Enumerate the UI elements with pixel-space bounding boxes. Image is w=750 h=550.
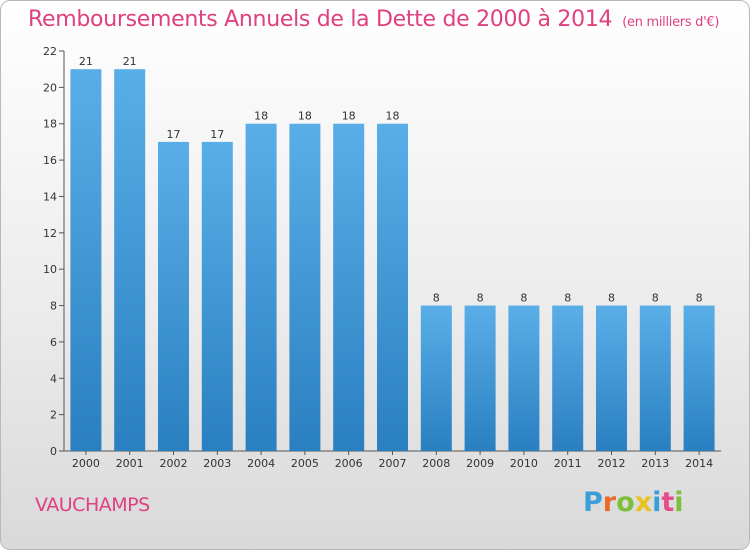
bar-2010 [508,305,540,451]
bar-2001 [114,69,146,451]
commune-name: VAUCHAMPS [35,494,150,516]
y-tick-label: 20 [43,81,57,94]
x-tick-label-2004: 2004 [247,457,275,470]
bar-2013 [639,305,671,451]
logo-letter: i [652,487,662,518]
y-tick-label: 2 [50,409,57,422]
value-label-2014: 8 [696,292,703,305]
x-tick-label-2010: 2010 [510,457,538,470]
y-tick-label: 16 [43,154,57,167]
x-tick-label-2006: 2006 [335,457,363,470]
y-tick-label: 10 [43,263,57,276]
value-label-2006: 18 [342,110,356,123]
y-tick-label: 22 [43,45,57,58]
value-label-2005: 18 [298,110,312,123]
bar-2014 [683,305,715,451]
chart-title-text: Remboursements Annuels de la Dette de 20… [28,7,613,32]
bar-2011 [552,305,584,451]
bar-2008 [420,305,452,451]
x-tick-label-2007: 2007 [379,457,407,470]
y-tick-label: 6 [50,336,57,349]
x-tick-label-2012: 2012 [598,457,626,470]
bar-2012 [596,305,627,451]
y-tick-label: 0 [50,445,57,458]
value-label-2002: 17 [167,128,181,141]
x-tick-label-2005: 2005 [291,457,319,470]
x-tick-label-2009: 2009 [466,457,494,470]
value-label-2008: 8 [433,292,440,305]
bar-2009 [464,305,496,451]
y-tick-label: 18 [43,118,57,131]
x-tick-label-2011: 2011 [554,457,582,470]
y-tick-label: 4 [50,372,57,385]
logo-letter: x [634,487,653,518]
x-tick-label-2001: 2001 [116,457,144,470]
y-tick-label: 8 [50,300,57,313]
logo-letter: t [661,487,675,518]
bar-2005 [289,123,321,452]
bar-2004 [245,123,277,452]
value-label-2000: 21 [79,55,93,68]
chart-title: Remboursements Annuels de la Dette de 20… [28,7,719,32]
x-tick-label-2013: 2013 [641,457,669,470]
y-tick-label: 14 [43,190,57,203]
x-tick-label-2000: 2000 [72,457,100,470]
bar-2002 [158,141,189,451]
bar-2003 [201,141,233,451]
value-label-2001: 21 [123,55,137,68]
bar-2006 [333,123,365,452]
value-label-2007: 18 [386,110,400,123]
chart-subtitle: (en milliers d'€) [622,15,720,30]
value-label-2004: 18 [254,110,268,123]
value-label-2012: 8 [608,292,615,305]
logo-letter: P [583,487,603,518]
bar-2000 [70,69,102,451]
value-label-2011: 8 [564,292,571,305]
logo-letter: i [674,487,684,518]
y-tick-label: 12 [43,227,57,240]
x-tick-label-2014: 2014 [685,457,713,470]
value-label-2009: 8 [477,292,484,305]
value-label-2010: 8 [520,292,527,305]
value-label-2003: 17 [210,128,224,141]
value-label-2013: 8 [652,292,659,305]
proxiti-logo: Proxiti [583,487,684,518]
x-tick-label-2002: 2002 [160,457,188,470]
logo-letter: o [616,487,635,518]
bar-2007 [377,123,408,452]
x-tick-label-2008: 2008 [422,457,450,470]
logo-letter: r [602,487,617,518]
x-tick-label-2003: 2003 [203,457,231,470]
